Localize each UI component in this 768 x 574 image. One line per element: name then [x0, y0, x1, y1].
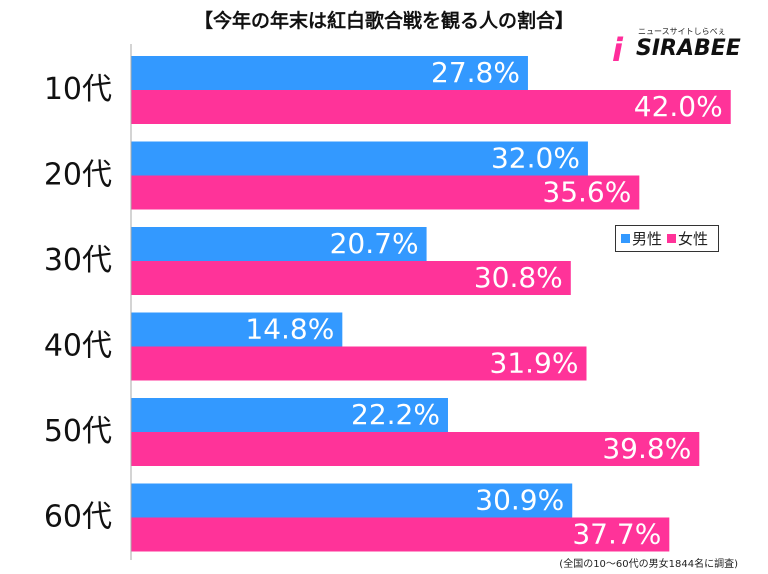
legend-label-male: 男性	[632, 230, 663, 248]
data-label: 32.0%	[491, 142, 580, 175]
data-label: 30.8%	[474, 261, 563, 294]
bar-male	[131, 141, 588, 176]
bar-male	[131, 312, 343, 347]
data-label: 14.8%	[245, 313, 334, 346]
data-label: 37.7%	[572, 518, 661, 551]
footnote: (全国の10〜60代の男女1844名に調査)	[559, 559, 738, 570]
legend-label-female: 女性	[678, 230, 709, 248]
legend-swatch-female	[667, 234, 677, 243]
bar-male	[131, 398, 448, 432]
data-label: 30.9%	[475, 484, 564, 517]
category-label: 60代	[44, 500, 112, 535]
data-label: 20.7%	[330, 227, 419, 260]
category-label: 20代	[44, 158, 112, 193]
category-label: 30代	[44, 243, 112, 278]
category-label: 10代	[44, 72, 112, 107]
legend-item-female: 女性	[667, 230, 708, 248]
bar-female	[131, 346, 587, 381]
data-label: 39.8%	[602, 432, 691, 465]
category-label: 50代	[44, 414, 112, 449]
bar-male	[131, 56, 528, 90]
legend: 男性 女性	[615, 225, 720, 252]
bar-female	[131, 261, 571, 295]
data-label: 42.0%	[634, 90, 723, 123]
bar-male	[131, 227, 427, 261]
logo-wordmark: SIRABEE	[636, 36, 741, 61]
bar-female	[131, 432, 700, 466]
data-label: 27.8%	[431, 56, 520, 89]
bar-female	[131, 90, 731, 124]
sirabee-logo: ニュースサイトしらべぇ i SIRABEE	[612, 26, 742, 70]
logo-subtitle: ニュースサイトしらべぇ	[638, 27, 726, 36]
data-label: 31.9%	[490, 347, 579, 380]
legend-swatch-male	[621, 234, 630, 243]
bar-male	[131, 483, 573, 518]
data-label: 35.6%	[542, 176, 631, 209]
legend-item-male: 男性	[621, 230, 662, 248]
category-label: 40代	[44, 329, 112, 364]
logo-i-icon: i	[612, 31, 623, 69]
bar-female	[131, 517, 670, 552]
chart-title: 【今年の年末は紅白歌合戦を観る人の割合】	[193, 10, 574, 32]
bar-female	[131, 175, 640, 210]
data-label: 22.2%	[351, 398, 440, 431]
